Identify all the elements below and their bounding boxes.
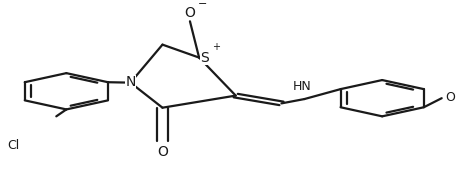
Text: +: + (213, 42, 220, 52)
Text: −: − (198, 0, 207, 9)
Text: O: O (185, 6, 196, 20)
Text: N: N (125, 75, 136, 89)
Text: O: O (157, 145, 168, 159)
Text: O: O (445, 91, 455, 104)
Text: HN: HN (293, 80, 311, 94)
Text: Cl: Cl (8, 139, 20, 152)
Text: S: S (200, 51, 209, 65)
